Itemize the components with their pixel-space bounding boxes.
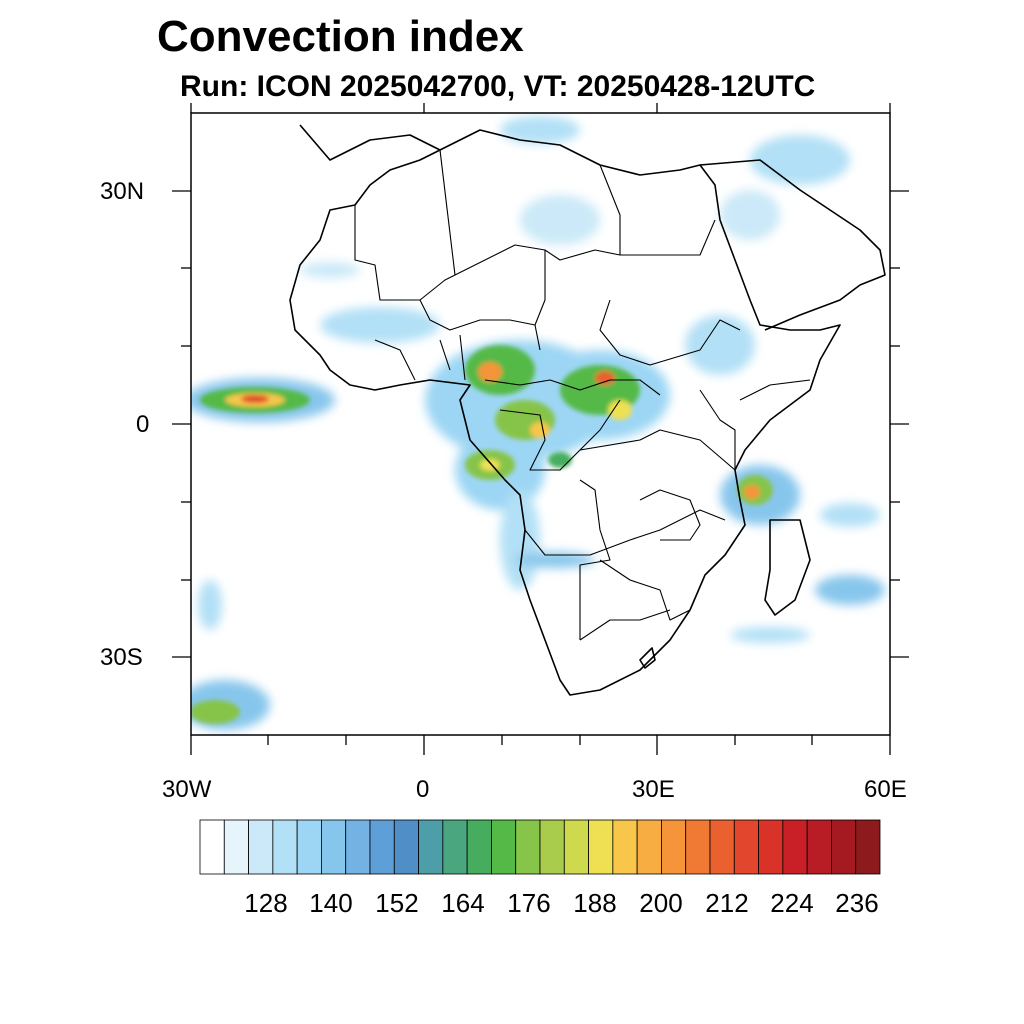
convection-cores <box>191 345 773 724</box>
lon-label-30e: 30E <box>632 776 675 803</box>
colorbar-swatch <box>806 819 832 875</box>
colorbar-swatch <box>466 819 492 875</box>
lon-label-0: 0 <box>416 776 430 803</box>
colorbar-tick-label: 200 <box>639 888 683 918</box>
country-borders <box>354 149 811 641</box>
colorbar-tick-label: 236 <box>835 888 879 918</box>
colorbar-swatch <box>588 819 614 875</box>
colorbar-tick-label: 128 <box>244 888 288 918</box>
colorbar-swatch <box>418 819 444 875</box>
colorbar-tick-label: 212 <box>705 888 749 918</box>
colorbar-swatch <box>709 819 735 875</box>
colorbar-swatch <box>831 819 857 875</box>
colorbar <box>199 819 881 875</box>
colorbar-swatch <box>539 819 565 875</box>
colorbar-swatch <box>782 819 808 875</box>
colorbar-swatch <box>199 819 225 875</box>
colorbar-swatch <box>733 819 759 875</box>
colorbar-swatch <box>272 819 298 875</box>
colorbar-swatch <box>369 819 395 875</box>
axis-ticks <box>172 103 909 755</box>
colorbar-swatch <box>296 819 322 875</box>
colorbar-swatch <box>661 819 687 875</box>
colorbar-swatch <box>442 819 468 875</box>
precip-field <box>191 116 885 730</box>
colorbar-swatch <box>515 819 541 875</box>
lon-label-30w: 30W <box>162 776 212 803</box>
colorbar-swatch <box>491 819 517 875</box>
colorbar-tick-label: 188 <box>573 888 617 918</box>
colorbar-swatch <box>758 819 784 875</box>
chart-subtitle: Run: ICON 2025042700, VT: 20250428-12UTC <box>180 70 816 103</box>
colorbar-tick-label: 140 <box>309 888 353 918</box>
chart-title: Convection index <box>157 12 524 61</box>
coastlines <box>289 124 886 696</box>
colorbar-swatch <box>223 819 249 875</box>
lat-label-0: 0 <box>136 411 150 438</box>
lat-label-30s: 30S <box>100 644 143 671</box>
colorbar-swatch <box>393 819 419 875</box>
colorbar-tick-label: 224 <box>770 888 814 918</box>
lat-label-30n: 30N <box>100 178 145 205</box>
colorbar-swatch <box>612 819 638 875</box>
colorbar-swatch <box>321 819 347 875</box>
colorbar-swatch <box>636 819 662 875</box>
colorbar-swatch <box>563 819 589 875</box>
colorbar-tick-label: 164 <box>441 888 485 918</box>
colorbar-swatch <box>855 819 881 875</box>
colorbar-tick-label: 152 <box>375 888 419 918</box>
lon-label-60e: 60E <box>864 776 907 803</box>
colorbar-swatch <box>345 819 371 875</box>
colorbar-tick-label: 176 <box>507 888 551 918</box>
colorbar-swatch <box>248 819 274 875</box>
colorbar-swatch <box>685 819 711 875</box>
